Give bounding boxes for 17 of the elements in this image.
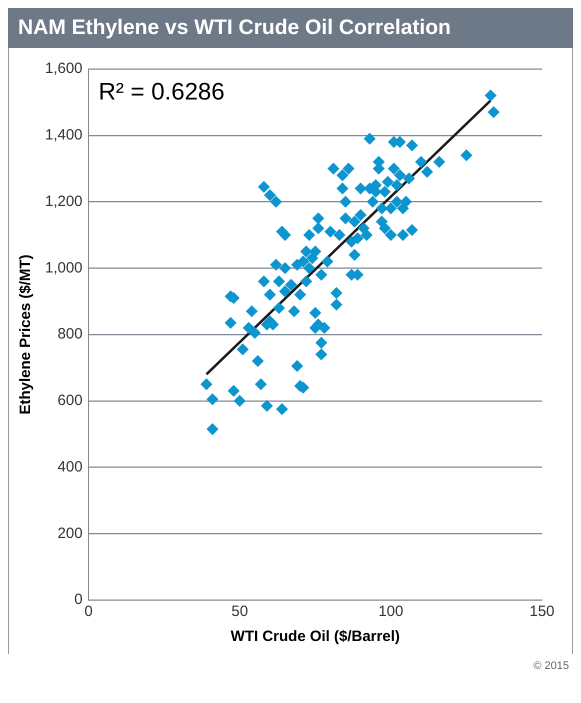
x-tick-label: 50	[231, 603, 248, 620]
y-tick-label: 200	[58, 524, 83, 542]
y-tick-label: 400	[58, 458, 83, 476]
y-tick-label: 0	[74, 591, 83, 608]
y-tick-label: 1,200	[44, 192, 83, 210]
x-tick-label: 100	[378, 603, 404, 620]
y-tick-label: 600	[58, 392, 83, 410]
y-tick-label: 1,600	[44, 60, 83, 78]
chart-title: NAM Ethylene vs WTI Crude Oil Correlation	[8, 8, 573, 48]
y-tick-label: 1,400	[44, 126, 83, 144]
x-tick-label: 150	[529, 603, 555, 620]
y-tick-label: 1,000	[44, 259, 83, 276]
y-tick-label: 800	[58, 326, 83, 343]
x-axis-title: WTI Crude Oil ($/Barrel)	[230, 628, 400, 646]
y-axis-title: Ethylene Prices ($/MT)	[17, 254, 34, 415]
text: © 2015	[533, 660, 569, 672]
annotation: R² = 0.6286	[98, 78, 225, 106]
